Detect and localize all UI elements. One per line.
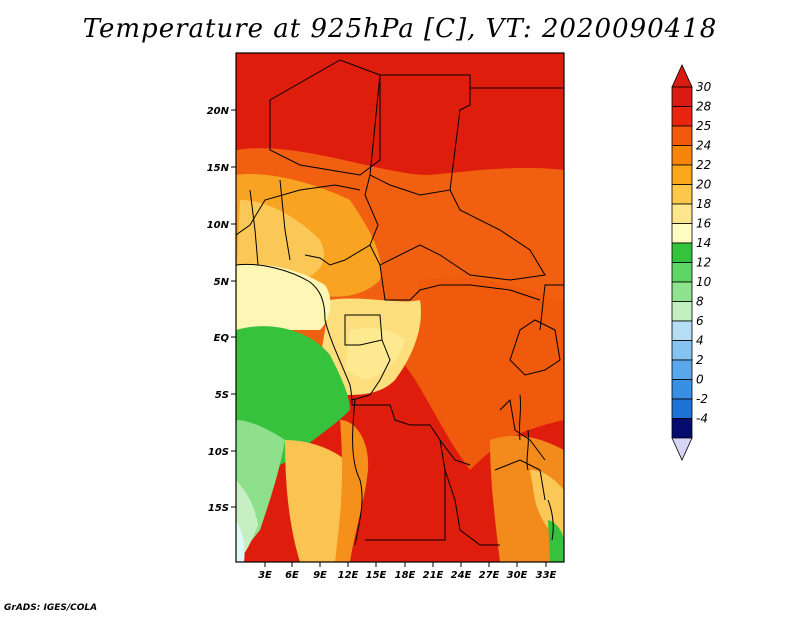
colorbar-label: 28 [696, 100, 712, 114]
colorbar-label: 2 [696, 353, 704, 367]
colorbar-segment [671, 203, 693, 224]
lon-tick-label: 9E [313, 570, 327, 581]
colorbar-segment [671, 145, 693, 166]
colorbar-under-arrow [671, 437, 693, 461]
colorbar-label: 18 [696, 197, 712, 211]
border-south-sudan-east [539, 284, 564, 331]
colorbar-label: -2 [696, 392, 708, 406]
lat-tick-label: 15N [207, 163, 230, 174]
field-yellow-east-highlands [530, 470, 564, 540]
colorbar-segment [671, 281, 693, 302]
colorbar-label: 24 [696, 139, 711, 153]
longitude-axis: 3E 6E 9E 12E 15E 18E 21E 24E 27E 30E 33E [258, 562, 557, 581]
colorbar-segment [671, 379, 693, 400]
border-togo [249, 189, 259, 266]
lat-tick-label: 10S [208, 447, 229, 458]
lake-malawi [547, 499, 554, 541]
lon-tick-label: 12E [338, 570, 359, 581]
colorbar-label: 12 [696, 256, 711, 270]
colorbar-label: 16 [696, 217, 712, 231]
colorbar-segment [671, 184, 693, 205]
colorbar-segment [671, 418, 693, 439]
coastline-angola [352, 399, 363, 546]
colorbar-segment [671, 164, 693, 185]
border-uganda [509, 319, 561, 376]
latitude-axis: 20N 15N 10N 5N EQ 5S 10S 15S [207, 106, 236, 514]
lon-tick-label: 30E [507, 570, 528, 581]
border-congo-north [379, 264, 541, 301]
border-equatorial-guinea [344, 314, 383, 346]
field-pale-coast [236, 264, 331, 330]
colorbar-label: 22 [696, 158, 711, 172]
colorbar-label: -4 [696, 412, 708, 426]
lat-tick-label: EQ [214, 333, 230, 344]
lon-tick-label: 3E [258, 570, 272, 581]
field-orange-east [400, 277, 564, 470]
colorbar-segment [671, 262, 693, 283]
border-niger [269, 59, 381, 176]
map-title: Temperature at 925hPa [C], VT: 202009041… [82, 14, 718, 44]
lon-tick-label: 15E [366, 570, 387, 581]
colorbar-label: 30 [696, 80, 712, 94]
colorbar-segment [671, 340, 693, 361]
temperature-field [236, 53, 564, 562]
colorbar-label: 6 [696, 314, 704, 328]
lon-tick-label: 21E [423, 570, 444, 581]
lat-tick-label: 20N [207, 106, 230, 117]
colorbar-segment [671, 86, 693, 107]
border-benin-nigeria [279, 179, 291, 261]
border-drc-angola [352, 404, 471, 466]
border-gabon-congo [351, 339, 391, 401]
lat-tick-label: 5N [214, 277, 230, 288]
lon-tick-label: 18E [395, 570, 416, 581]
field-orange-angola-coast [335, 420, 369, 562]
colorbar-segment [671, 223, 693, 244]
grads-credit: GrADS: IGES/COLA [4, 603, 98, 613]
lon-tick-label: 27E [479, 570, 500, 581]
lat-tick-label: 5S [215, 390, 229, 401]
field-orange-east-highlands [490, 435, 564, 562]
colorbar-label: 8 [696, 295, 704, 309]
lon-tick-label: 6E [285, 570, 299, 581]
colorbar-over-arrow [671, 64, 693, 88]
lon-tick-label: 24E [451, 570, 472, 581]
border-angola-namibia [365, 470, 446, 541]
country-borders [236, 59, 564, 546]
colorbar-label: 10 [696, 275, 712, 289]
colorbar-label: 14 [696, 236, 711, 250]
colorbar-segment [671, 125, 693, 146]
field-pale-central [345, 328, 405, 380]
colorbar-label: 4 [696, 334, 704, 348]
lat-tick-label: 15S [208, 503, 229, 514]
colorbar-segment [671, 359, 693, 380]
colorbar-segment [671, 398, 693, 419]
colorbar-label: 25 [696, 119, 711, 133]
border-cameroon-chad [304, 174, 379, 266]
lat-tick-label: 10N [207, 220, 230, 231]
colorbar-label: 20 [696, 178, 712, 192]
lake-tanganyika [518, 394, 529, 471]
colorbar-segment [671, 106, 693, 127]
colorbar-label: 0 [696, 373, 704, 387]
colorbar-segment [671, 301, 693, 322]
border-tanzania-west [499, 398, 546, 461]
lon-tick-label: 33E [536, 570, 557, 581]
field-cyan-ocean [236, 520, 245, 562]
coastline-gulf-of-guinea [236, 263, 353, 406]
border-nigeria-north [236, 184, 361, 236]
border-zambia-tanzania [494, 459, 546, 501]
field-green-southeast [548, 520, 564, 562]
map-frame [235, 52, 565, 563]
colorbar-segment [671, 242, 693, 263]
colorbar-segment [671, 320, 693, 341]
border-car-sudan [369, 189, 546, 281]
border-angola-zambia [439, 439, 500, 546]
